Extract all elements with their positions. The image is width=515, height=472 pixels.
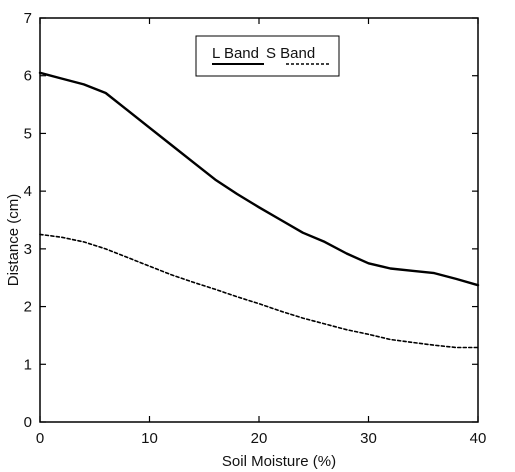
series-line-s-band [39,233,479,349]
y-tick-label: 4 [24,183,32,200]
x-tick-label: 30 [360,430,377,447]
x-tick-label: 0 [36,430,44,447]
y-tick-label: 2 [24,299,32,316]
x-tick-label: 40 [470,430,487,447]
legend: L Band S Band [195,35,340,77]
legend-label-l-band: L Band [212,45,259,62]
series-layer [38,71,480,349]
y-tick-label: 7 [24,10,32,27]
legend-label-s-band: S Band [266,45,315,62]
y-tick-label: 5 [24,125,32,142]
x-axis-ticks: 0 10 20 30 40 [36,18,487,447]
y-tick-label: 0 [24,414,32,431]
plot-area-frame [39,17,479,423]
y-axis-title: Distance (cm) [5,194,22,287]
x-tick-label: 20 [251,430,268,447]
legend-box [195,35,340,77]
y-tick-label: 3 [24,241,32,258]
y-tick-label: 1 [24,356,32,373]
y-axis-ticks: 0 1 2 3 4 5 6 7 [24,10,478,431]
series-line-l-band [38,71,480,287]
x-axis-title: Soil Moisture (%) [222,453,336,470]
x-tick-label: 10 [141,430,158,447]
y-tick-label: 6 [24,68,32,85]
